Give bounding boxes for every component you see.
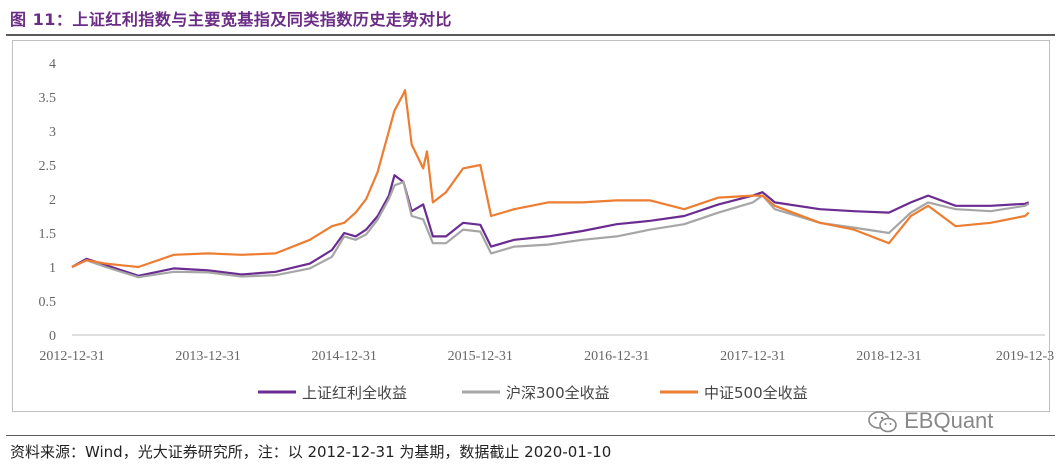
- chart-frame: [12, 40, 1050, 412]
- y-tick-label: 3.5: [39, 91, 57, 106]
- legend-label: 上证红利全收益: [302, 384, 407, 402]
- legend-label: 沪深300全收益: [506, 384, 610, 402]
- x-tick-label: 2018-12-31: [856, 349, 921, 364]
- legend-label: 中证500全收益: [704, 384, 808, 402]
- x-tick-label: 2019-12-3: [996, 349, 1054, 364]
- title-rule: [6, 34, 1055, 36]
- x-tick-label: 2015-12-31: [448, 349, 513, 364]
- y-tick-label: 0: [49, 329, 56, 344]
- y-tick-label: 2: [49, 193, 56, 208]
- watermark: EBQuant: [868, 408, 993, 434]
- y-tick-label: 2.5: [39, 159, 57, 174]
- source-rule: [6, 435, 1055, 436]
- series-line: [71, 89, 1030, 269]
- y-tick-label: 3: [49, 125, 56, 140]
- y-tick-label: 0.5: [39, 295, 57, 310]
- wechat-icon: [868, 411, 897, 433]
- series-line: [71, 174, 1030, 277]
- series-line: [71, 180, 1030, 279]
- x-tick-label: 2012-12-31: [39, 349, 104, 364]
- source-note: 资料来源：Wind，光大证券研究所，注：以 2012-12-31 为基期，数据截…: [10, 443, 612, 461]
- y-tick-label: 1: [49, 261, 56, 276]
- x-tick-label: 2014-12-31: [312, 349, 377, 364]
- x-tick-label: 2016-12-31: [584, 349, 649, 364]
- watermark-text: EBQuant: [904, 408, 994, 433]
- y-tick-label: 4: [49, 57, 56, 72]
- x-tick-label: 2017-12-31: [720, 349, 785, 364]
- y-tick-label: 1.5: [39, 227, 57, 242]
- figure-title: 图 11：上证红利指数与主要宽基指及同类指数历史走势对比: [10, 10, 452, 29]
- x-tick-label: 2013-12-31: [175, 349, 240, 364]
